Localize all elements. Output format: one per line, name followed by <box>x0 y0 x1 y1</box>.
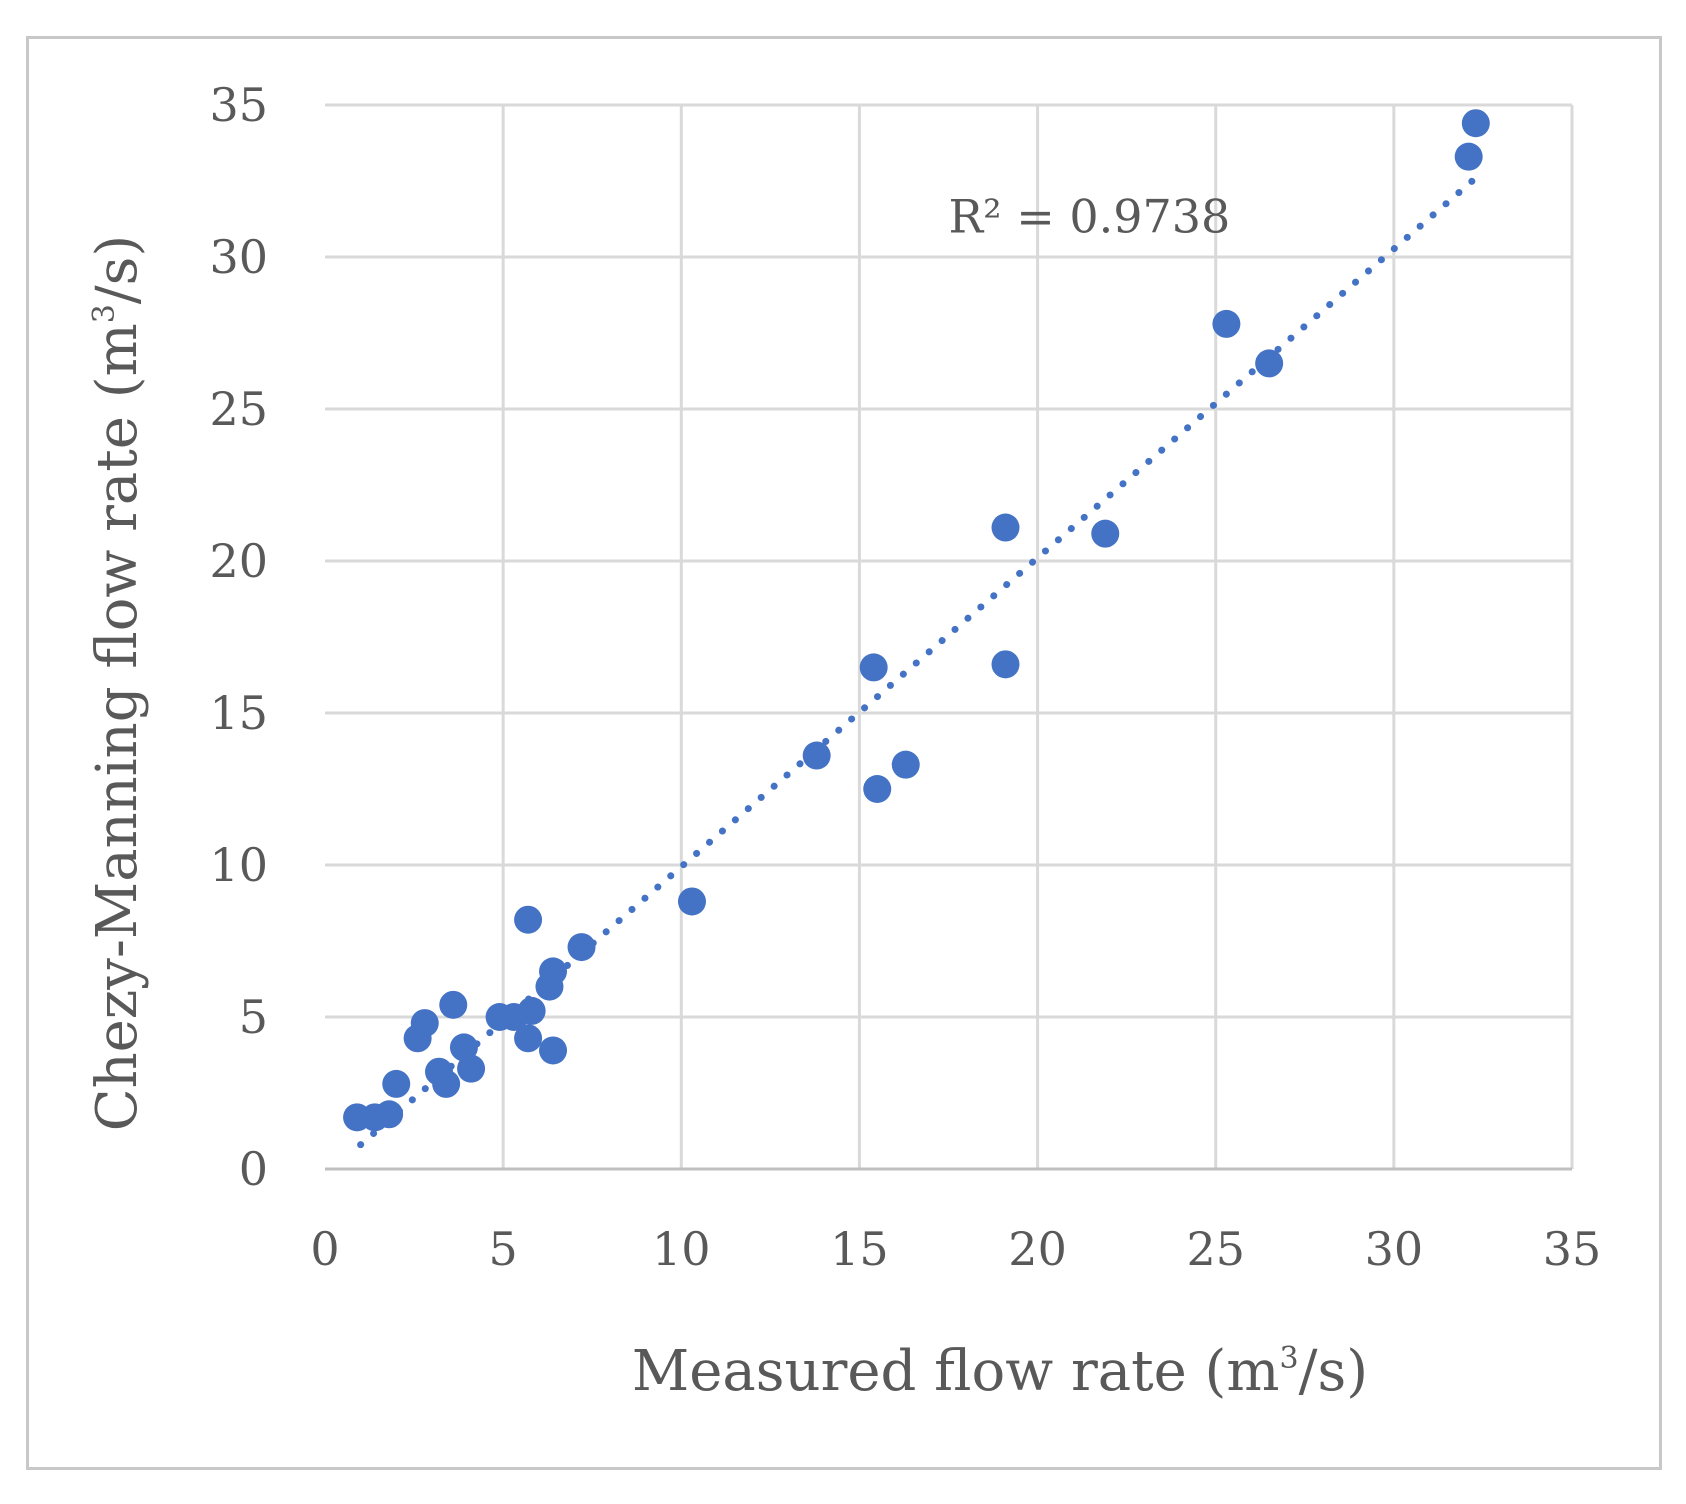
y-tick-label: 0 <box>239 1142 268 1196</box>
x-tick-label: 10 <box>652 1222 711 1276</box>
chart-frame <box>26 36 1662 1470</box>
data-point <box>567 933 596 962</box>
y-axis-title-superscript: 3 <box>87 304 122 323</box>
data-point <box>863 775 892 803</box>
data-point <box>1255 349 1284 378</box>
y-tick-label: 5 <box>239 990 268 1044</box>
data-point <box>432 1069 461 1098</box>
data-point <box>1461 109 1490 138</box>
x-axis-title: Measured flow rate (m3/s) <box>632 1339 1368 1404</box>
data-point <box>449 1033 478 1062</box>
x-axis-title-superscript: 3 <box>1280 1341 1299 1376</box>
y-axis-title-main: Chezy-Manning flow rate (m <box>85 323 150 1131</box>
y-tick-label: 35 <box>209 78 268 132</box>
data-point <box>539 957 568 986</box>
data-point <box>1454 142 1483 171</box>
y-axis-title-unit: /s) <box>85 235 150 304</box>
y-tick-label: 15 <box>209 686 268 740</box>
y-tick-label: 25 <box>209 382 268 436</box>
grid-layer <box>325 103 1574 1169</box>
data-point-layer <box>343 109 1490 1132</box>
data-point <box>382 1069 411 1098</box>
data-point <box>891 750 920 779</box>
data-point <box>517 996 546 1025</box>
y-axis-title: Chezy-Manning flow rate (m3/s) <box>85 235 150 1132</box>
data-point <box>375 1100 404 1129</box>
x-tick-label: 5 <box>489 1222 518 1276</box>
trendline-layer <box>357 177 1476 1149</box>
data-point <box>1212 309 1241 338</box>
x-axis-title-main: Measured flow rate (m <box>632 1339 1280 1404</box>
data-point <box>457 1054 486 1083</box>
data-point <box>991 650 1020 679</box>
x-tick-label: 30 <box>1365 1222 1424 1276</box>
r-squared-annotation: R² = 0.9738 <box>949 190 1231 244</box>
data-point <box>539 1036 568 1065</box>
data-point <box>514 905 543 934</box>
data-point <box>439 990 468 1019</box>
data-point <box>514 1024 543 1053</box>
x-tick-label: 35 <box>1543 1222 1602 1276</box>
x-axis-title-unit: /s) <box>1299 1339 1368 1404</box>
data-point <box>991 513 1020 542</box>
x-tick-label: 20 <box>1008 1222 1067 1276</box>
data-point <box>410 1009 439 1038</box>
data-point <box>859 653 888 682</box>
data-point <box>1091 519 1120 548</box>
x-tick-label: 15 <box>830 1222 889 1276</box>
data-point <box>802 741 831 770</box>
y-tick-label: 30 <box>209 230 268 284</box>
y-tick-label: 20 <box>209 534 268 588</box>
y-tick-label: 10 <box>209 838 268 892</box>
data-point <box>677 887 706 916</box>
trendline <box>357 177 1476 1149</box>
x-tick-label: 25 <box>1186 1222 1245 1276</box>
tick-label-layer: 0 5 10 15 20 25 30 35 0 5 10 15 20 25 30 35 <box>209 78 1601 1276</box>
x-tick-label: 0 <box>310 1222 339 1276</box>
